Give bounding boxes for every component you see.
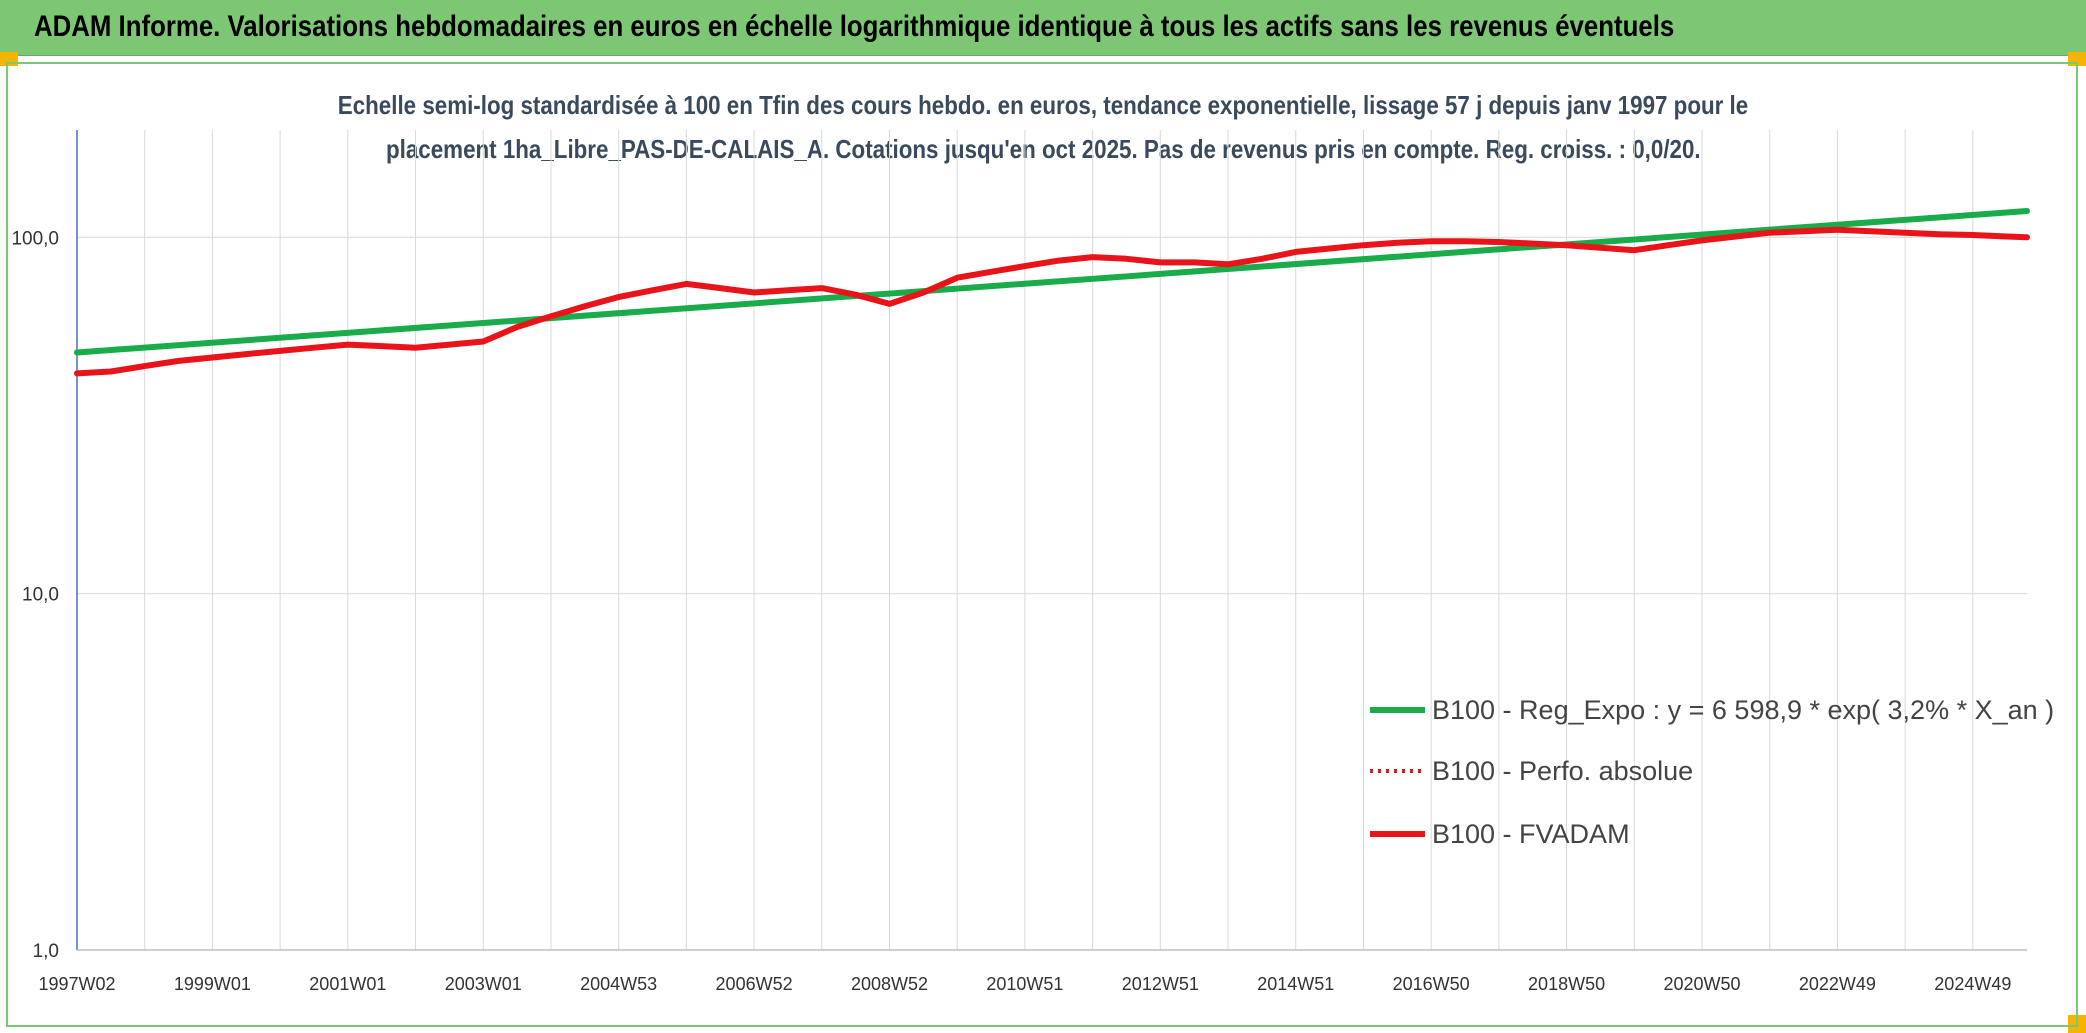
legend-label-perfo-absolue: B100 - Perfo. absolue (1432, 756, 1693, 786)
series-layer (74, 208, 2030, 377)
y-tick-label: 100,0 (11, 228, 59, 249)
y-tick-label: 1,0 (33, 941, 59, 962)
legend: B100 - Reg_Expo : y = 6 598,9 * exp( 3,2… (1370, 695, 2054, 849)
grid-layer (76, 130, 2027, 951)
x-tick-label: 2022W49 (1799, 974, 1876, 994)
banner-title: ADAM Informe. Valorisations hebdomadaire… (34, 10, 1675, 43)
x-tick-label: 1997W02 (38, 974, 115, 994)
legend-label-fvadam: B100 - FVADAM (1432, 819, 1630, 849)
x-tick-label: 2016W50 (1393, 974, 1470, 994)
top-banner: ADAM Informe. Valorisations hebdomadaire… (0, 0, 2086, 56)
x-tick-label: 1999W01 (174, 974, 251, 994)
y-tick-label: 10,0 (22, 585, 59, 606)
x-tick-label: 2001W01 (309, 974, 386, 994)
x-tick-label: 2003W01 (445, 974, 522, 994)
x-tick-label: 2024W49 (1934, 974, 2011, 994)
series-line-fvadam (74, 226, 2030, 377)
legend-label-reg-expo: B100 - Reg_Expo : y = 6 598,9 * exp( 3,2… (1432, 695, 2054, 725)
x-tick-label: 2006W52 (716, 974, 793, 994)
x-tick-label: 2010W51 (986, 974, 1063, 994)
chart-title-line-2: placement 1ha_Libre_PAS-DE-CALAIS_A. Cot… (385, 134, 1701, 164)
x-tick-label: 2018W50 (1528, 974, 1605, 994)
x-tick-label: 2020W50 (1663, 974, 1740, 994)
chart-title-line-1: Echelle semi-log standardisée à 100 en T… (337, 90, 1749, 120)
x-tick-label: 2014W51 (1257, 974, 1334, 994)
x-tick-label: 2008W52 (851, 974, 928, 994)
x-tick-label: 2004W53 (580, 974, 657, 994)
series-line-reg-expo (74, 208, 2030, 356)
x-tick-label: 2012W51 (1122, 974, 1199, 994)
chart-frame (6, 62, 2078, 1027)
axis-layer: 1,0 10,0 100,0 1997W02 1999W01 2001W01 2003W01… (11, 130, 2027, 994)
